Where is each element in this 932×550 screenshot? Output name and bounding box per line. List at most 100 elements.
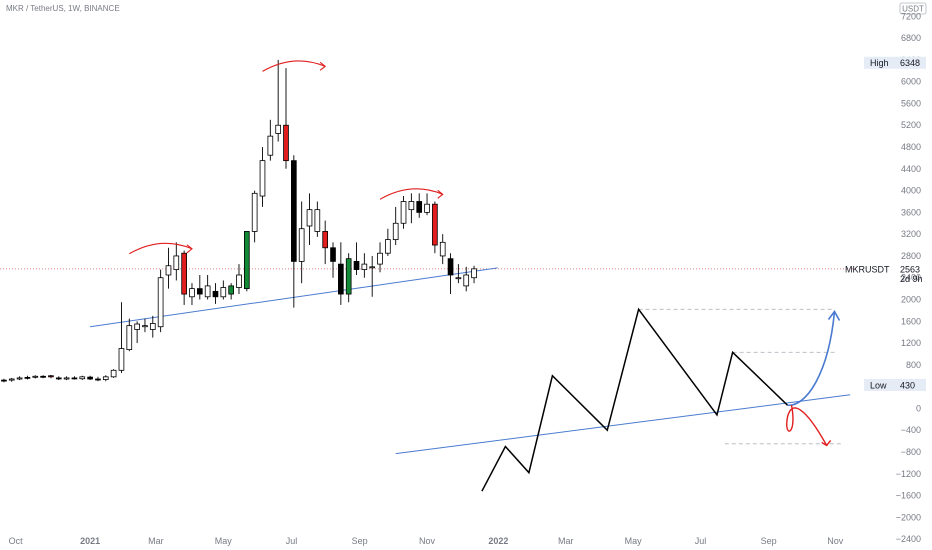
candle-body [181, 252, 187, 295]
time-tick-label: Nov [827, 536, 844, 546]
candle-body [361, 263, 368, 270]
price-tick-label: 800 [906, 360, 921, 370]
top-arc-arrowhead [186, 244, 193, 254]
time-axis[interactable]: Oct 2021 Mar May Jul Sep Nov 2022 Mar May Jul Sep No… [9, 536, 844, 546]
candle [275, 59, 281, 142]
candle [142, 318, 148, 333]
candle-body [377, 252, 383, 265]
candle-body [95, 378, 101, 381]
price-tick-label: −1200 [896, 469, 921, 479]
candle-body [322, 231, 329, 249]
candle-body [79, 376, 86, 380]
candle [400, 196, 407, 229]
top-arc-annotation [379, 188, 444, 200]
price-tick-label: 6800 [901, 33, 921, 43]
time-tick-label: Sep [761, 536, 777, 546]
candle-body [236, 274, 242, 288]
low-marker: Low 430 [864, 379, 926, 391]
candle-body [204, 285, 211, 298]
projection-trendline [395, 394, 851, 455]
candle-body [392, 222, 399, 241]
candle-body [220, 287, 227, 298]
candle-body [71, 377, 78, 380]
price-tick-label: 1200 [901, 338, 921, 348]
current-price-marker: MKRUSDT 2563 2d 9h [845, 264, 923, 284]
time-tick-label: Oct [9, 536, 24, 546]
candle [95, 376, 101, 382]
price-tick-label: 4800 [901, 142, 921, 152]
candle [447, 253, 454, 295]
candle [455, 264, 462, 284]
candle-body [16, 377, 23, 380]
candles-layer [1, 59, 477, 383]
price-tick-label: 5200 [901, 120, 921, 130]
candle-body [110, 369, 117, 378]
candle-body [8, 378, 15, 381]
candle [134, 321, 140, 344]
candle [204, 275, 211, 300]
candle [63, 376, 70, 381]
candle-body [259, 160, 266, 197]
candle-body [48, 375, 54, 378]
candle [291, 155, 297, 308]
candle-body [126, 325, 133, 351]
candle [110, 369, 117, 378]
low-value: 430 [900, 381, 915, 391]
currency-label: USDT [902, 5, 924, 14]
candle-body [385, 239, 391, 254]
price-tick-label: −1600 [896, 491, 921, 501]
bullish-projection-arrow [787, 311, 836, 406]
candle-body [447, 258, 454, 276]
candle [283, 68, 289, 169]
time-tick-label: 2021 [80, 536, 100, 546]
candle [416, 193, 423, 218]
candle-body [24, 376, 31, 379]
candle-body [196, 288, 203, 295]
candle [322, 220, 329, 265]
time-tick-label: Mar [558, 536, 574, 546]
candle-body [275, 124, 281, 134]
candle [353, 242, 360, 275]
candle [385, 228, 391, 256]
candle-body [102, 376, 109, 380]
candle-body [212, 290, 219, 298]
candle [439, 234, 446, 265]
candle-body [134, 323, 140, 330]
candle-body [149, 323, 156, 330]
candle [79, 375, 86, 381]
candle-body [400, 201, 407, 224]
currency-badge[interactable]: USDT [899, 2, 927, 15]
candle [369, 255, 376, 297]
candle [228, 283, 234, 300]
candle [345, 253, 352, 303]
candle-body [314, 209, 321, 232]
candle [251, 190, 258, 243]
top-arc-annotation [262, 60, 327, 72]
candle-body [142, 325, 148, 328]
time-tick-label: Mar [148, 536, 164, 546]
candle [306, 193, 313, 246]
price-tick-label: 3600 [901, 207, 921, 217]
high-label: High [870, 58, 889, 68]
candle-body [455, 277, 462, 280]
candle [298, 201, 305, 284]
price-axis[interactable]: USDT −2400−2000−1600−1200−800−4000400800… [845, 2, 927, 544]
candle-body [267, 135, 274, 156]
candle [71, 376, 78, 380]
chart-header-title: MKR / TetherUS, 1W, BINANCE [6, 4, 120, 13]
candle [48, 374, 54, 379]
top-arc [129, 242, 193, 255]
time-tick-label: Jul [695, 536, 707, 546]
bullish-arrowhead [827, 310, 841, 321]
candle [165, 247, 172, 289]
candle [212, 283, 219, 304]
price-tick-label: −800 [901, 447, 921, 457]
candle [243, 231, 250, 292]
candle-body [63, 377, 70, 380]
candle [8, 377, 15, 382]
candle [149, 315, 156, 338]
candle-body [338, 263, 344, 295]
candle [424, 193, 430, 216]
high-marker: High 6348 [864, 56, 926, 69]
